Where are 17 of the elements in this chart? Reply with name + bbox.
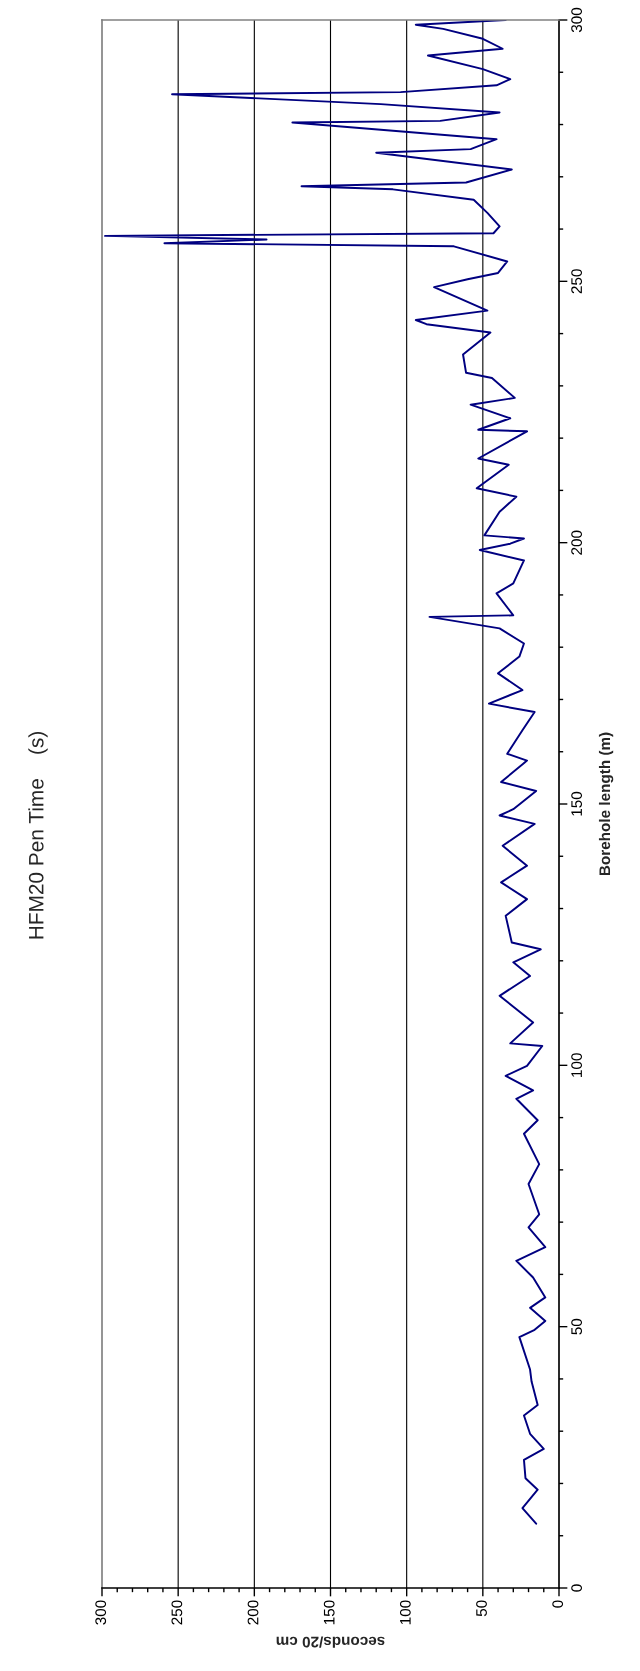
y-tick-label: 200 <box>571 530 583 555</box>
x-tick-label: 200 <box>247 1600 259 1625</box>
x-tick-label: 0 <box>552 1600 564 1608</box>
y-tick-label: 100 <box>571 1053 583 1077</box>
x-tick-label: 250 <box>171 1600 183 1625</box>
y-tick-label: 250 <box>571 269 583 294</box>
x-tick-label: 50 <box>476 1600 487 1617</box>
y-tick-label: 50 <box>571 1318 583 1335</box>
y-axis-title: Borehole length (m) <box>598 732 614 876</box>
y-tick-label: 0 <box>571 1584 583 1592</box>
x-axis-title: seconds/20 cm <box>276 1636 385 1648</box>
text: HFM20 Pen Time (s) <box>28 732 48 939</box>
x-tick-label: 300 <box>95 1600 107 1625</box>
y-tick-label: 300 <box>571 7 583 33</box>
x-tick-label: 150 <box>323 1600 335 1625</box>
x-tick-label: 100 <box>399 1600 411 1625</box>
y-tick-label: 150 <box>571 791 583 816</box>
